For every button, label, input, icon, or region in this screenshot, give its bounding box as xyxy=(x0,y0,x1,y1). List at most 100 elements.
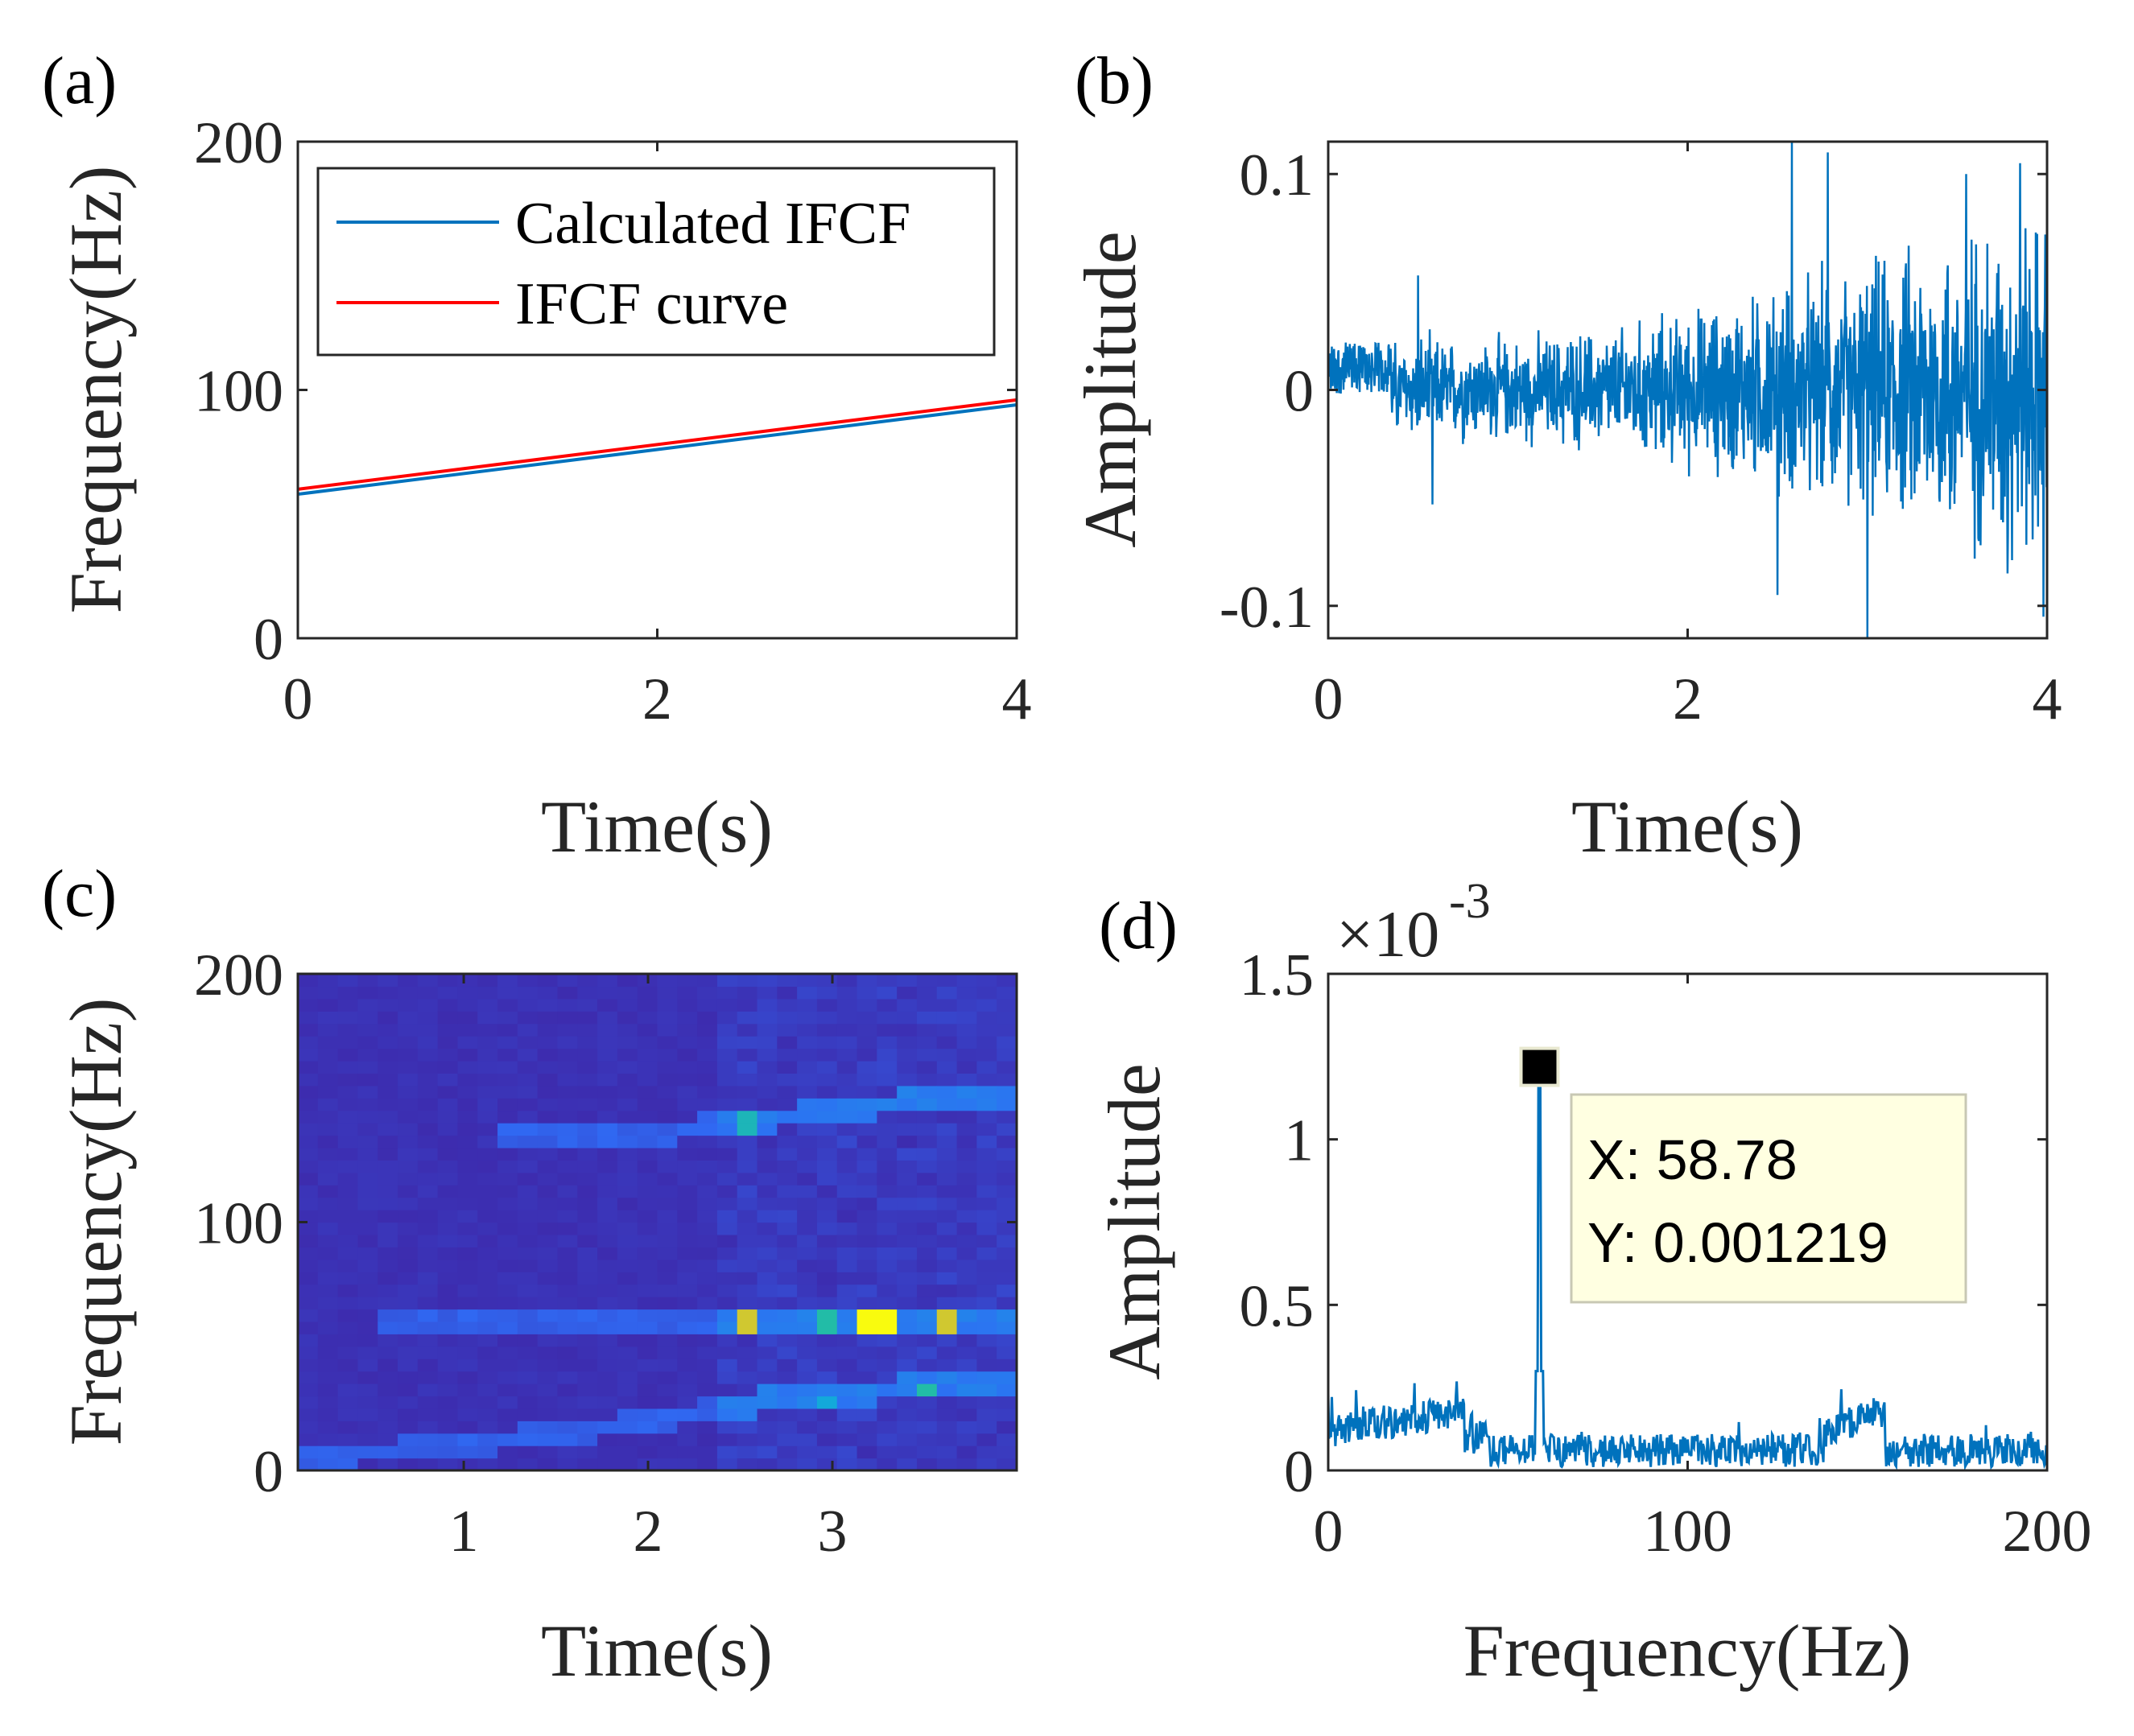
heatmap-cell xyxy=(557,1359,578,1372)
heatmap-cell xyxy=(617,1110,638,1124)
heatmap-cell xyxy=(378,1371,398,1384)
heatmap-cell xyxy=(916,1334,938,1347)
heatmap-cell xyxy=(597,1272,618,1285)
heatmap-cell xyxy=(816,1110,838,1124)
heatmap-cell xyxy=(997,1309,1017,1322)
heatmap-cell xyxy=(298,1408,319,1421)
heatmap-cell xyxy=(477,1048,498,1062)
heatmap-cell xyxy=(976,1234,997,1247)
heatmap-cell xyxy=(298,1085,319,1099)
heatmap-cell xyxy=(856,986,877,1000)
heatmap-cell xyxy=(617,998,638,1012)
datatip-marker[interactable] xyxy=(1519,1046,1560,1087)
heatmap-cell xyxy=(298,1359,319,1372)
heatmap-cell xyxy=(916,1048,938,1062)
heatmap-cell xyxy=(577,1359,598,1372)
heatmap-cell xyxy=(797,1023,818,1037)
heatmap-cell xyxy=(936,1359,958,1372)
heatmap-cell xyxy=(677,1110,698,1124)
heatmap-cell xyxy=(637,1160,658,1173)
heatmap-cell xyxy=(976,1172,997,1186)
heatmap-cell xyxy=(378,1247,398,1260)
heatmap-cell xyxy=(497,974,518,988)
heatmap-cell xyxy=(997,1297,1017,1310)
heatmap-cell xyxy=(816,1172,838,1186)
heatmap-cell xyxy=(956,1073,977,1087)
heatmap-cell xyxy=(557,1011,578,1025)
heatmap-cell xyxy=(357,1272,378,1285)
heatmap-cell xyxy=(477,986,498,1000)
heatmap-cell xyxy=(697,986,718,1000)
heatmap-cell xyxy=(398,1060,419,1074)
heatmap-cell xyxy=(936,1135,958,1148)
heatmap-cell xyxy=(357,1197,378,1210)
heatmap-cell xyxy=(417,1160,439,1173)
heatmap-cell xyxy=(357,1098,378,1111)
heatmap-cell xyxy=(657,1309,678,1322)
heatmap-cell xyxy=(997,1123,1017,1136)
heatmap-cell xyxy=(398,1023,419,1037)
heatmap-cell xyxy=(816,1346,838,1359)
heatmap-cell xyxy=(557,1247,578,1260)
series-ifcf-curve-line xyxy=(297,398,1017,491)
heatmap-cell xyxy=(657,1284,678,1297)
heatmap-cell xyxy=(637,1272,658,1285)
heatmap-cell xyxy=(976,1060,997,1074)
heatmap-cell xyxy=(997,1110,1017,1124)
heatmap-cell xyxy=(357,1036,378,1049)
heatmap-cell xyxy=(777,1408,798,1421)
heatmap-cell xyxy=(757,1321,778,1334)
heatmap-cell xyxy=(737,974,758,988)
heatmap-cell xyxy=(897,1036,918,1049)
heatmap-cell xyxy=(298,1297,319,1310)
heatmap-cell xyxy=(936,1172,958,1186)
heatmap-cell xyxy=(757,1445,778,1459)
heatmap-cell xyxy=(797,1359,818,1372)
heatmap-cell xyxy=(797,974,818,988)
heatmap-cell xyxy=(657,1234,678,1247)
heatmap-cell xyxy=(317,1098,339,1111)
heatmap-cell xyxy=(337,1297,359,1310)
heatmap-cell xyxy=(877,1408,898,1421)
heatmap-cell xyxy=(577,1321,598,1334)
heatmap-cell xyxy=(976,1085,997,1099)
panel-d-xtick-label: 200 xyxy=(2003,1499,2092,1565)
heatmap-cell xyxy=(956,1433,977,1446)
panel-c-heatmap xyxy=(298,974,1017,1471)
heatmap-cell xyxy=(757,1172,778,1186)
heatmap-cell xyxy=(537,1048,559,1062)
heatmap-cell xyxy=(337,1259,359,1272)
panel-d-datatip[interactable]: X: 58.78 Y: 0.001219 xyxy=(1519,1046,1967,1304)
panel-d-xtick-label: 100 xyxy=(1643,1499,1732,1565)
heatmap-cell xyxy=(657,1297,678,1310)
heatmap-cell xyxy=(997,1247,1017,1260)
heatmap-cell xyxy=(997,1036,1017,1049)
heatmap-cell xyxy=(637,1383,658,1397)
heatmap-cell xyxy=(897,1210,918,1223)
heatmap-cell xyxy=(298,1259,319,1272)
heatmap-cell xyxy=(398,1160,419,1173)
heatmap-cell xyxy=(956,1458,977,1471)
heatmap-cell xyxy=(716,1036,738,1049)
heatmap-cell xyxy=(677,1334,698,1347)
heatmap-cell xyxy=(757,986,778,1000)
heatmap-cell xyxy=(378,1259,398,1272)
heatmap-cell xyxy=(916,1172,938,1186)
heatmap-cell xyxy=(517,1110,539,1124)
heatmap-cell xyxy=(577,1445,598,1459)
heatmap-cell xyxy=(657,1371,678,1384)
heatmap-cell xyxy=(797,1147,818,1161)
heatmap-cell xyxy=(437,1060,459,1074)
heatmap-cell xyxy=(577,1011,598,1025)
heatmap-cell xyxy=(317,1321,339,1334)
heatmap-cell xyxy=(716,1309,738,1322)
heatmap-cell xyxy=(437,1160,459,1173)
heatmap-cell xyxy=(437,1135,459,1148)
heatmap-cell xyxy=(378,1060,398,1074)
heatmap-cell xyxy=(956,1185,977,1198)
heatmap-cell xyxy=(697,1210,718,1223)
heatmap-cell xyxy=(757,1048,778,1062)
heatmap-cell xyxy=(797,1011,818,1025)
heatmap-cell xyxy=(437,1433,459,1446)
heatmap-cell xyxy=(457,1222,478,1235)
